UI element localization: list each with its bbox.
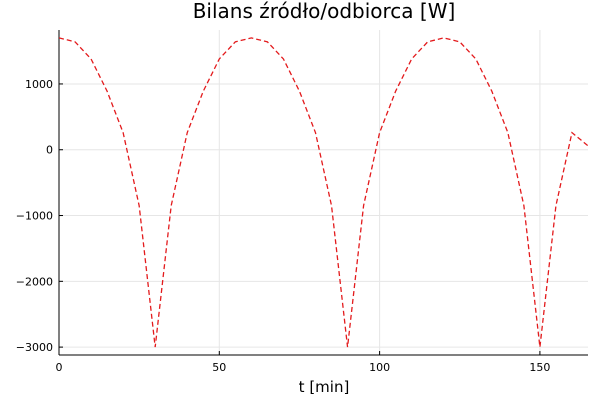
y-tick-label-1: 0 [46,144,53,157]
x-tick-label-3: 150 [529,361,550,374]
x-tick-label-2: 100 [369,361,390,374]
grid [58,30,588,355]
y-tick-label-2: −1000 [16,210,53,223]
ticks: 0 50 100 150 1000 0 −1000 −2000 −3000 [16,78,551,374]
y-tick-label-3: −2000 [16,275,53,288]
series-line-0 [59,37,588,348]
axes [58,30,588,356]
x-tick-label-1: 50 [212,361,226,374]
x-axis-label: t [min] [299,378,350,396]
y-tick-label-0: 1000 [25,78,53,91]
y-tick-label-4: −3000 [16,341,53,354]
chart-title: Bilans źródło/odbiorca [W] [193,0,456,23]
series [59,37,588,348]
x-tick-label-0: 0 [56,361,63,374]
